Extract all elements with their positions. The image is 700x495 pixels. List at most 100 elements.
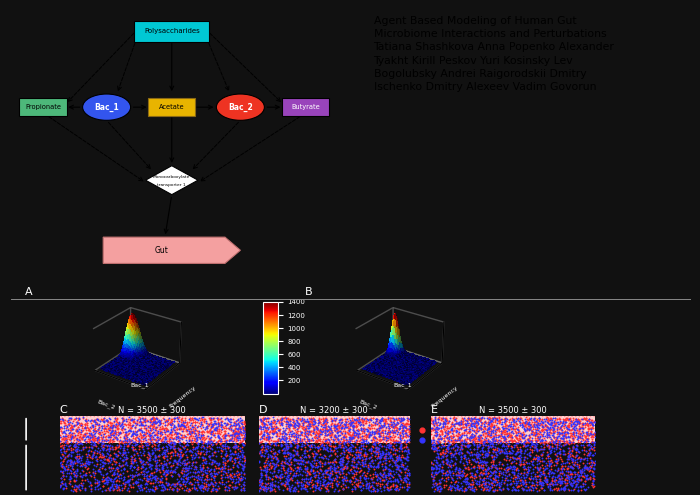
Point: [60, 447, 71, 455]
Point: [120, 431, 132, 439]
Point: [343, 429, 354, 437]
Point: [172, 430, 183, 438]
Point: [168, 442, 179, 450]
Point: [566, 434, 578, 442]
Point: [380, 452, 391, 460]
Point: [157, 465, 168, 473]
Point: [465, 472, 476, 480]
Point: [374, 474, 385, 482]
Point: [276, 434, 288, 442]
Point: [199, 425, 211, 433]
Point: [477, 464, 488, 472]
Point: [376, 423, 387, 431]
Point: [556, 426, 568, 434]
Point: [74, 446, 85, 454]
Point: [337, 418, 348, 426]
Point: [179, 477, 190, 485]
Point: [489, 430, 500, 438]
Point: [69, 441, 80, 449]
Point: [216, 422, 227, 430]
Point: [529, 463, 540, 471]
Point: [514, 427, 525, 435]
Point: [222, 442, 233, 449]
Point: [166, 480, 177, 488]
Point: [541, 429, 552, 437]
Point: [516, 460, 527, 468]
Point: [472, 437, 483, 445]
Point: [545, 444, 556, 451]
Point: [335, 461, 346, 469]
Point: [104, 424, 116, 432]
Point: [483, 419, 494, 427]
Point: [272, 432, 283, 440]
Point: [456, 440, 468, 448]
Point: [536, 419, 547, 427]
Point: [545, 447, 556, 455]
Point: [337, 446, 349, 454]
Point: [396, 434, 407, 442]
Point: [209, 456, 220, 464]
Point: [534, 439, 545, 446]
Point: [86, 422, 97, 430]
Point: [299, 468, 310, 476]
Point: [97, 458, 108, 466]
Point: [169, 480, 181, 488]
Point: [385, 422, 396, 430]
Point: [232, 430, 244, 438]
Point: [343, 438, 354, 446]
Point: [478, 438, 489, 446]
Point: [104, 424, 115, 432]
Point: [169, 414, 180, 422]
Point: [305, 466, 316, 474]
Point: [61, 462, 72, 470]
Point: [338, 420, 349, 428]
Point: [527, 415, 538, 423]
Point: [216, 464, 227, 472]
Point: [262, 435, 274, 443]
Point: [135, 433, 146, 441]
Point: [584, 429, 596, 437]
Point: [518, 477, 529, 485]
Point: [204, 444, 216, 452]
Point: [129, 438, 140, 446]
Point: [490, 425, 501, 433]
Point: [426, 443, 438, 451]
Point: [71, 435, 83, 443]
Point: [326, 417, 337, 425]
Point: [289, 423, 300, 431]
Point: [161, 475, 172, 483]
Point: [506, 431, 517, 439]
Point: [319, 467, 330, 475]
Point: [539, 422, 550, 430]
Point: [530, 430, 541, 438]
Point: [111, 480, 122, 488]
Point: [566, 422, 577, 430]
Point: [548, 424, 559, 432]
Point: [67, 465, 78, 473]
Point: [403, 436, 414, 444]
Point: [342, 445, 354, 452]
Point: [106, 481, 118, 489]
Point: [348, 423, 359, 431]
Point: [123, 480, 134, 488]
Point: [362, 426, 373, 434]
Point: [533, 486, 545, 494]
Point: [188, 423, 199, 431]
Point: [105, 476, 116, 484]
Point: [321, 431, 332, 439]
Point: [564, 463, 575, 471]
Point: [97, 453, 108, 461]
Point: [496, 415, 507, 423]
Point: [491, 419, 503, 427]
Point: [66, 474, 77, 482]
Point: [148, 487, 160, 495]
Point: [164, 467, 176, 475]
Point: [227, 429, 238, 437]
Point: [496, 448, 507, 456]
Point: [54, 415, 65, 423]
Point: [526, 439, 538, 447]
Text: Polysaccharides: Polysaccharides: [144, 28, 199, 34]
Point: [237, 457, 248, 465]
Point: [363, 464, 374, 472]
Point: [230, 417, 241, 425]
